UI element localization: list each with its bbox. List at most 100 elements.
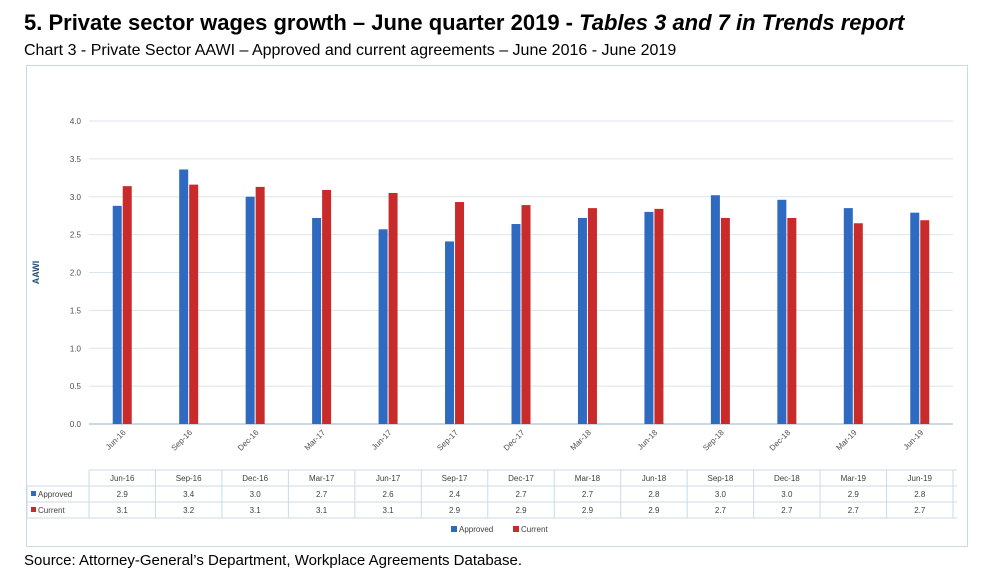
table-header-cell: Mar-19 (841, 474, 867, 483)
table-value-cell: 2.9 (648, 506, 660, 515)
table-header-cell: Jun-19 (908, 474, 933, 483)
approved-bar (312, 217, 322, 424)
table-value-cell: 3.0 (250, 490, 262, 499)
table-header-cell: Mar-17 (309, 474, 335, 483)
approved-bar (112, 205, 122, 424)
approved-bar (511, 224, 521, 424)
table-value-cell: 2.7 (914, 506, 926, 515)
table-header-cell: Jun-17 (376, 474, 401, 483)
approved-bar (777, 199, 787, 424)
table-legend-key (31, 491, 36, 496)
table-value-cell: 3.1 (250, 506, 262, 515)
table-header-cell: Dec-18 (774, 474, 800, 483)
table-value-cell: 3.1 (383, 506, 395, 515)
legend-label: Approved (459, 525, 493, 534)
current-bar (388, 192, 398, 424)
current-bar (122, 186, 132, 424)
table-header-cell: Sep-16 (176, 474, 202, 483)
y-tick-label: 1.0 (70, 344, 82, 353)
table-header-cell: Sep-17 (442, 474, 468, 483)
x-tick-label: Sep-17 (435, 428, 460, 453)
approved-bar (378, 229, 388, 424)
y-tick-label: 3.5 (70, 155, 82, 164)
y-axis-label: AAWI (31, 261, 41, 285)
table-value-cell: 2.4 (449, 490, 461, 499)
chart-frame: 0.0 0.5 1.0 1.5 2.0 2.5 3.0 3.5 4.0 AAWI Jun-16 Sep… (26, 65, 968, 547)
y-tick-label: 3.0 (70, 193, 82, 202)
x-tick-label: Mar-19 (834, 428, 859, 453)
page-title-main: 5. Private sector wages growth – June qu… (24, 10, 580, 35)
table-value-cell: 3.2 (183, 506, 195, 515)
table-header-cell: Jun-16 (110, 474, 135, 483)
x-tick-label: Dec-16 (236, 428, 261, 453)
table-value-cell: 2.7 (515, 490, 527, 499)
current-bar (255, 186, 265, 424)
current-bar (787, 217, 797, 424)
table-row-label: Approved (38, 490, 72, 499)
table-legend-key (31, 507, 36, 512)
chart-subtitle: Chart 3 - Private Sector AAWI – Approved… (24, 42, 677, 59)
x-tick-label: Jun-17 (370, 428, 394, 452)
y-tick-label: 0.5 (70, 382, 82, 391)
y-tick-label: 0.0 (70, 420, 82, 429)
legend-swatch (513, 526, 519, 532)
source-note: Source: Attorney-General’s Department, W… (24, 552, 523, 569)
table-header-cell: Jun-18 (642, 474, 667, 483)
table-value-cell: 2.9 (515, 506, 527, 515)
bar-chart: 0.0 0.5 1.0 1.5 2.0 2.5 3.0 3.5 4.0 AAWI Jun-16 Sep… (27, 117, 957, 534)
current-bar (587, 208, 597, 424)
table-value-cell: 2.9 (582, 506, 594, 515)
table-value-cell: 3.1 (316, 506, 328, 515)
table-value-cell: 3.1 (117, 506, 129, 515)
x-tick-label: Jun-16 (104, 428, 128, 452)
x-tick-label: Dec-18 (768, 428, 793, 453)
approved-bar (843, 208, 853, 424)
current-bar (654, 208, 664, 424)
approved-bar (577, 217, 587, 424)
table-value-cell: 2.7 (781, 506, 793, 515)
table-value-cell: 2.7 (316, 490, 328, 499)
approved-bar (644, 211, 654, 424)
current-bar (853, 223, 863, 424)
table-header-cell: Dec-17 (508, 474, 534, 483)
approved-bar (445, 241, 455, 424)
table-value-cell: 2.9 (848, 490, 860, 499)
y-tick-label: 4.0 (70, 117, 82, 126)
table-header-cell: Sep-18 (707, 474, 733, 483)
table-value-cell: 2.7 (715, 506, 727, 515)
table-value-cell: 2.8 (648, 490, 660, 499)
table-value-cell: 2.9 (449, 506, 461, 515)
current-bar (455, 202, 465, 424)
current-bar (920, 220, 930, 424)
y-tick-label: 2.5 (70, 231, 82, 240)
legend-swatch (451, 526, 457, 532)
table-value-cell: 3.4 (183, 490, 195, 499)
current-bar (521, 205, 531, 424)
table-value-cell: 2.7 (582, 490, 594, 499)
table-value-cell: 3.0 (781, 490, 793, 499)
approved-bar (710, 195, 720, 424)
x-tick-label: Mar-18 (569, 428, 594, 453)
table-value-cell: 2.9 (117, 490, 129, 499)
x-tick-label: Mar-17 (303, 428, 328, 453)
y-tick-label: 1.5 (70, 306, 82, 315)
table-value-cell: 2.6 (383, 490, 395, 499)
x-tick-label: Jun-19 (902, 428, 926, 452)
current-bar (189, 184, 199, 424)
approved-bar (179, 169, 189, 424)
table-header-cell: Dec-16 (242, 474, 268, 483)
table-header-cell: Mar-18 (575, 474, 601, 483)
page-title-italic: Tables 3 and 7 in Trends report (579, 10, 905, 35)
current-bar (322, 189, 332, 424)
page-title: 5. Private sector wages growth – June qu… (24, 10, 904, 36)
x-tick-label: Sep-16 (170, 428, 195, 453)
table-value-cell: 2.8 (914, 490, 926, 499)
x-tick-label: Sep-18 (701, 428, 726, 453)
table-value-cell: 2.7 (848, 506, 860, 515)
legend-label: Current (521, 525, 548, 534)
approved-bar (910, 212, 920, 424)
approved-bar (245, 196, 255, 424)
table-value-cell: 3.0 (715, 490, 727, 499)
table-row-label: Current (38, 506, 65, 515)
x-tick-label: Jun-18 (636, 428, 660, 452)
